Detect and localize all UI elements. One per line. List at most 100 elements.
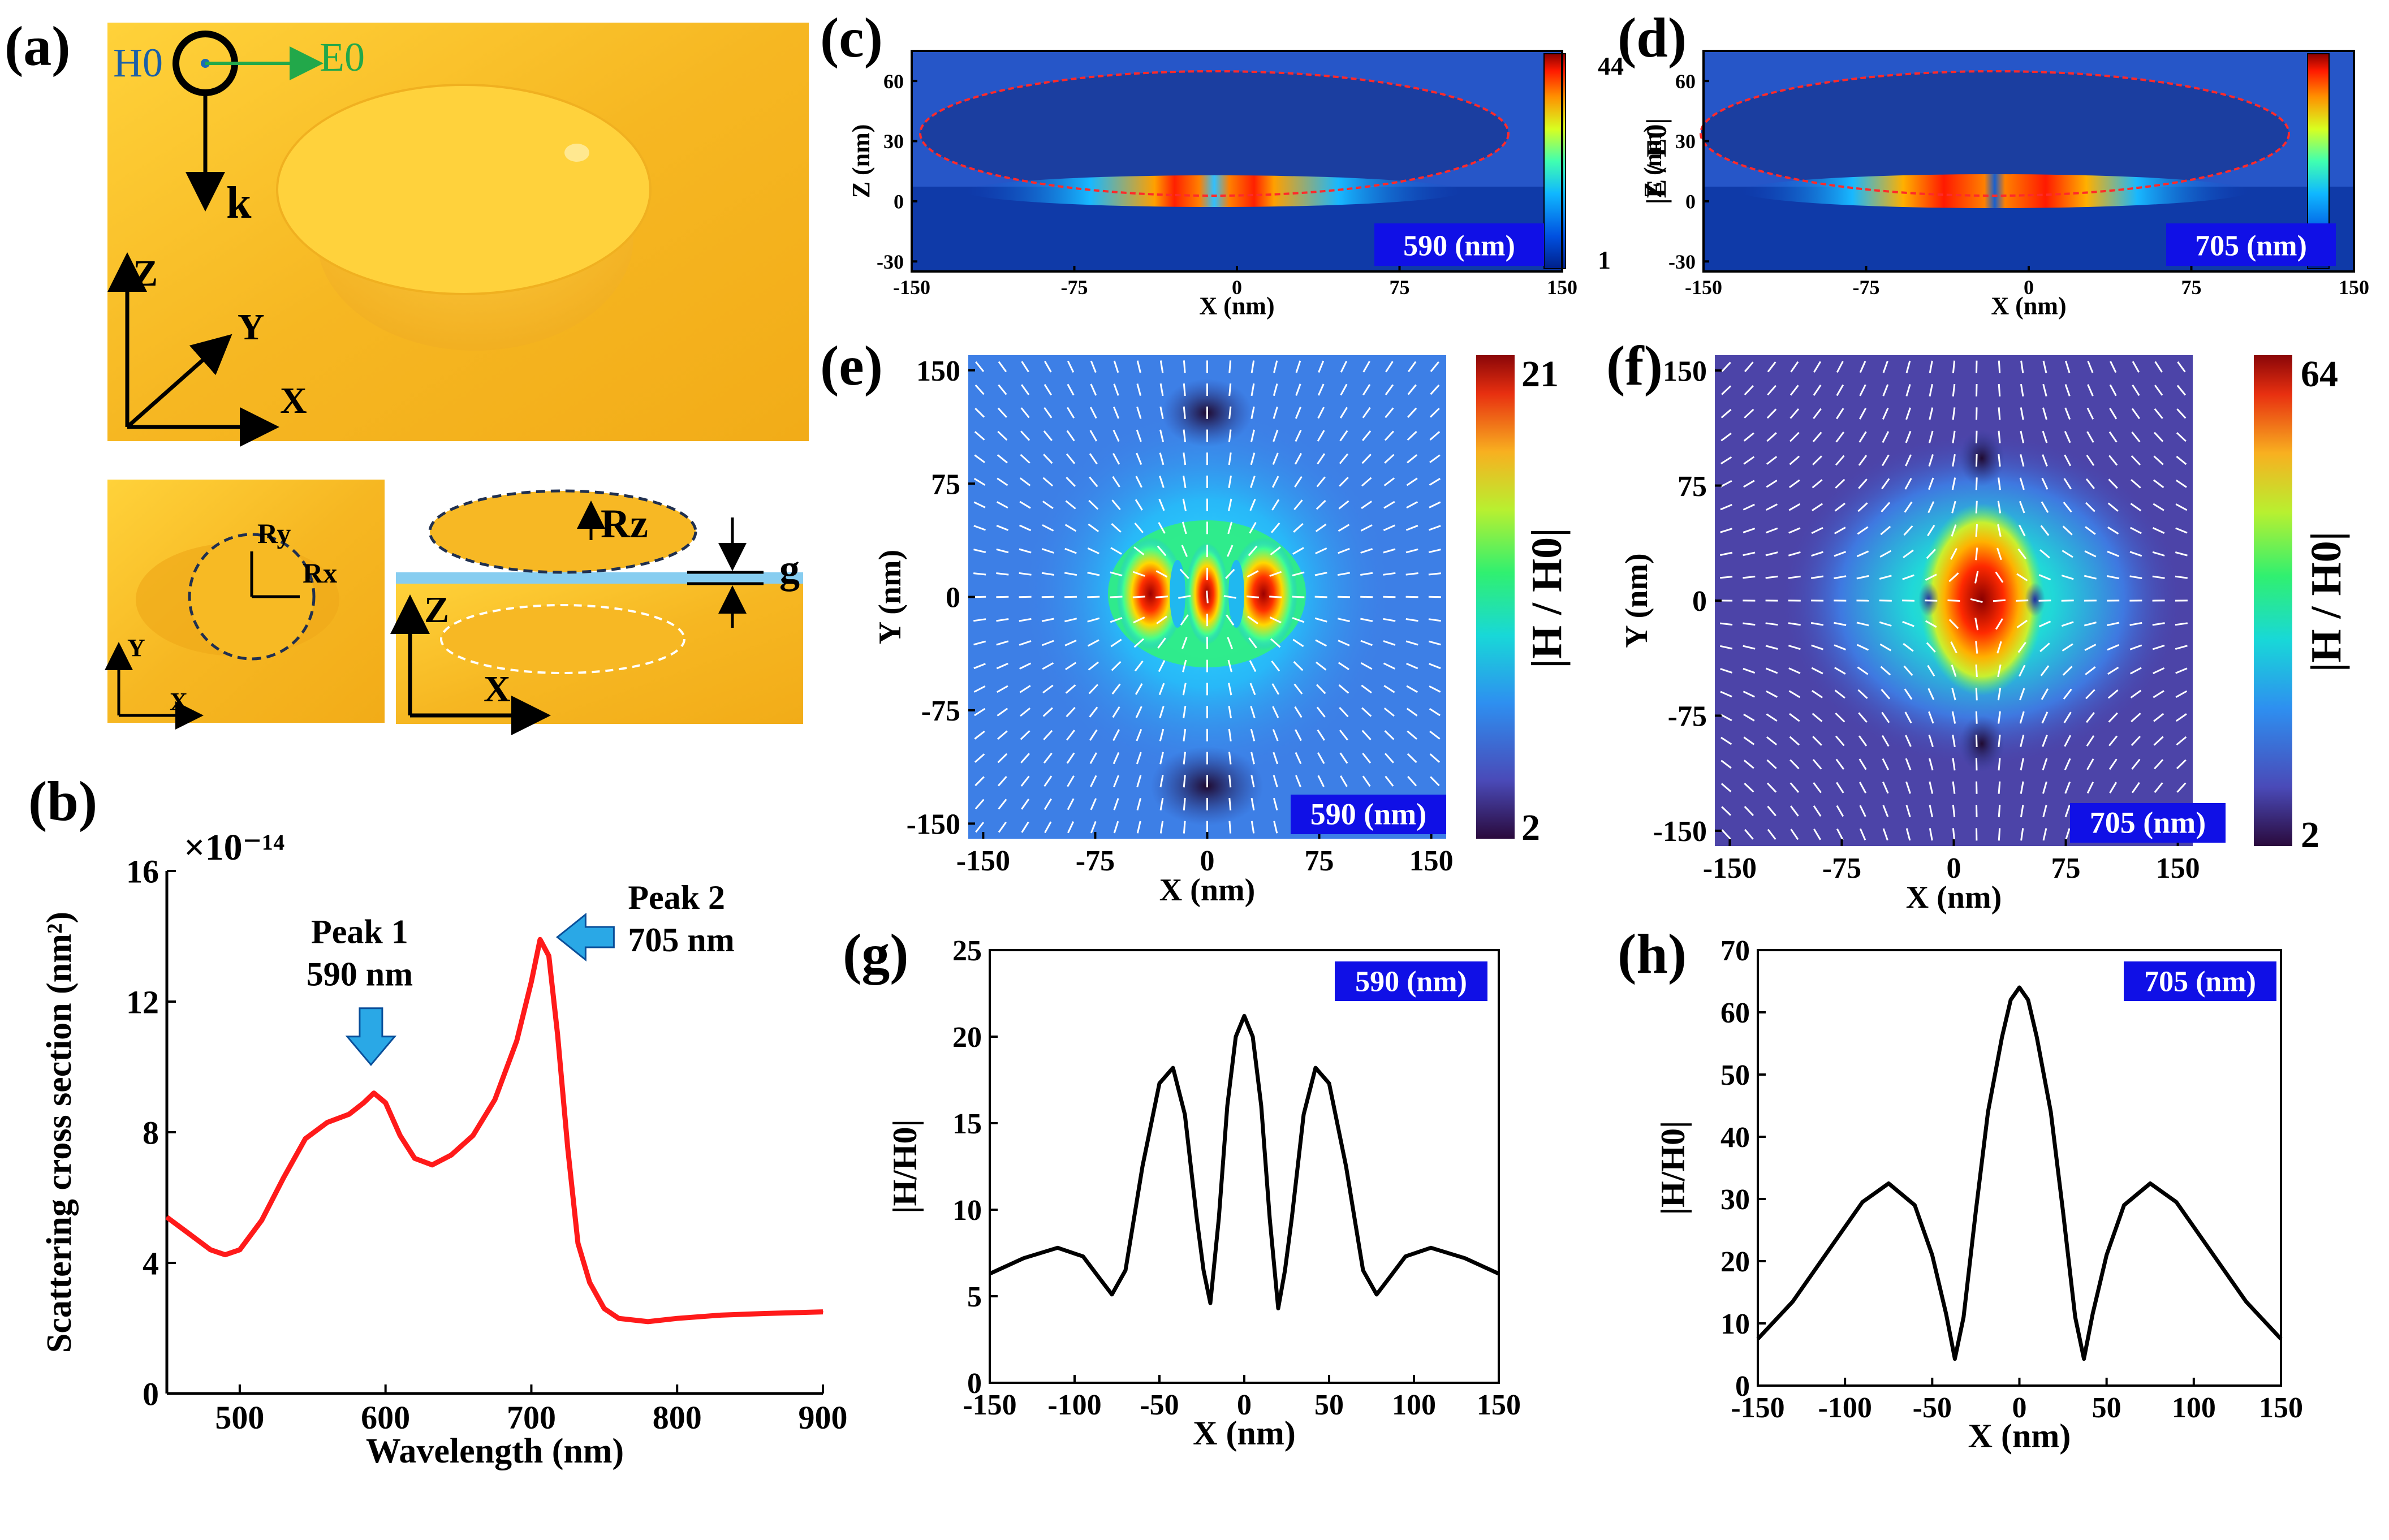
field-arrow — [1361, 501, 1373, 510]
field-arrow — [1272, 706, 1279, 718]
data-point-g — [1291, 1218, 1292, 1219]
data-point-g — [1111, 1293, 1112, 1295]
field-arrow — [1744, 385, 1754, 396]
y-tick-label-b: 16 — [126, 853, 159, 890]
field-arrow — [2153, 690, 2164, 698]
field-arrow — [1270, 638, 1281, 648]
field-arrow — [1183, 452, 1187, 465]
field-arrow — [1223, 595, 1236, 599]
field-arrow — [1951, 477, 1956, 490]
field-arrow — [1181, 545, 1188, 557]
data-point-g — [1142, 1166, 1143, 1167]
field-arrow — [1905, 781, 1911, 794]
y-tick-label-g: 20 — [952, 1021, 982, 1054]
field-arrow — [1834, 644, 1847, 651]
field-arrow — [1812, 759, 1822, 770]
y-tick-label-h: 10 — [1720, 1308, 1750, 1340]
field-arrow — [997, 776, 1007, 787]
k-label: k — [226, 178, 252, 228]
x-tick-label-e: 0 — [1200, 845, 1215, 877]
field-arrow — [1019, 662, 1032, 670]
field-arrow — [1339, 730, 1348, 741]
field-arrow — [1429, 730, 1441, 740]
field-arrow — [1998, 758, 2001, 771]
field-arrow — [2131, 713, 2141, 723]
field-arrow — [2131, 782, 2140, 793]
axes-c: -150 -75 0 75 150 60 30 0 -30 X (nm) Z (nm) — [847, 50, 1577, 320]
field-arrow — [1225, 568, 1235, 579]
field-arrow — [1407, 454, 1418, 464]
field-arrow — [2153, 667, 2165, 675]
field-arrow — [1065, 662, 1077, 670]
field-arrow — [2019, 688, 2025, 701]
field-arrow — [1183, 383, 1186, 396]
field-arrow — [996, 618, 1009, 622]
data-point-g — [1203, 1270, 1204, 1271]
field-arrow — [1042, 662, 1054, 670]
field-arrow — [1136, 821, 1141, 834]
field-arrow — [1362, 752, 1372, 764]
data-point-h — [2149, 1183, 2151, 1184]
field-arrow — [1159, 383, 1164, 396]
field-arrow — [1294, 706, 1303, 718]
field-arrow — [1929, 828, 1933, 841]
field-arrow — [2108, 431, 2118, 443]
field-arrow — [1271, 683, 1280, 695]
field-arrow — [2064, 781, 2071, 794]
field-arrow — [2085, 689, 2095, 700]
field-arrow — [1250, 752, 1255, 765]
field-arrow — [1019, 477, 1031, 486]
data-point-b — [577, 1243, 579, 1244]
y-tick-label-b: 0 — [143, 1375, 159, 1412]
y-tick-label-e: -150 — [907, 808, 960, 840]
field-arrow — [1067, 383, 1075, 396]
field-arrow — [1228, 683, 1232, 696]
field-arrow — [1429, 454, 1441, 463]
field-arrow — [1929, 781, 1934, 794]
x-tick-label-f: -150 — [1703, 852, 1757, 885]
field-arrow — [1788, 622, 1801, 626]
field-arrow — [1249, 498, 1256, 511]
field-arrow — [1183, 775, 1186, 788]
field-arrow — [1789, 782, 1800, 793]
field-arrow — [996, 662, 1009, 670]
x-tick-label-h: -50 — [1913, 1392, 1952, 1424]
field-arrow — [1951, 711, 1956, 724]
field-arrow — [1407, 776, 1417, 787]
y-tick-label-c: 60 — [883, 70, 904, 93]
data-point-h — [2123, 1205, 2125, 1206]
field-arrow — [1066, 430, 1075, 442]
field-arrow — [1975, 547, 1978, 560]
data-point-b — [304, 1138, 306, 1140]
data-point-h — [2176, 1201, 2177, 1203]
top-x-label: X — [170, 688, 188, 715]
field-arrow — [1857, 502, 1868, 512]
field-arrow — [1090, 798, 1097, 810]
field-arrow — [2175, 690, 2188, 698]
field-arrow — [2107, 622, 2120, 627]
x-tick-label-d: -150 — [1685, 276, 1722, 299]
data-point-h — [1757, 1338, 1758, 1340]
field-arrow — [1767, 805, 1776, 817]
badge-text-d: 705 (nm) — [2195, 230, 2307, 262]
field-arrow — [1065, 684, 1076, 694]
field-arrow — [1064, 640, 1077, 646]
x-tick-label-h: -150 — [1731, 1392, 1784, 1424]
field-arrow — [1429, 477, 1441, 486]
data-point-h — [2280, 1338, 2282, 1340]
field-arrow — [1743, 713, 1755, 722]
field-arrow — [1064, 572, 1077, 576]
data-point-h — [2001, 1037, 2003, 1038]
field-arrow — [1293, 499, 1303, 511]
field-arrow — [1743, 503, 1755, 511]
side-view-reflection — [440, 604, 685, 674]
field-arrow — [1975, 524, 1978, 537]
field-arrow — [2108, 455, 2118, 466]
field-arrow — [1183, 475, 1187, 489]
field-arrow — [2061, 621, 2074, 627]
field-arrow — [1250, 775, 1255, 788]
field-arrow — [1360, 524, 1373, 532]
field-arrow — [2020, 828, 2024, 841]
data-point-b — [603, 1308, 605, 1309]
field-arrow — [1948, 572, 1959, 583]
